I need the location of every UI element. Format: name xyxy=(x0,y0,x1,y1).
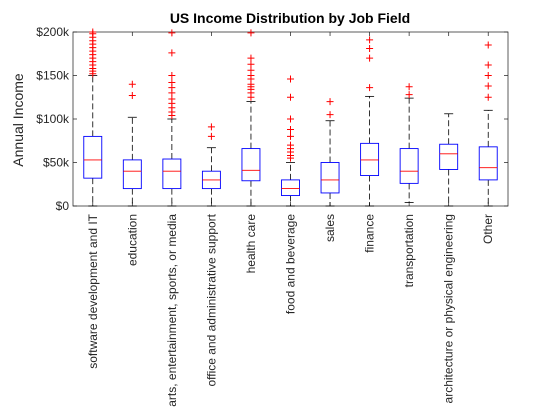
y-tick-label: $0 xyxy=(56,199,70,213)
iqr-box xyxy=(399,148,419,184)
outlier-point xyxy=(128,92,136,100)
y-tick-label: $100k xyxy=(36,112,70,126)
y-axis-label: Annual Income xyxy=(10,73,26,167)
outlier-point xyxy=(287,75,294,83)
outlier-point xyxy=(366,84,374,92)
box-5: health care xyxy=(241,29,261,274)
iqr-box xyxy=(281,179,300,197)
box-1: software development and IT xyxy=(83,28,103,369)
outlier-point xyxy=(128,80,136,88)
y-tick-label: $150k xyxy=(36,69,70,83)
outlier-point xyxy=(207,132,215,140)
outlier-point xyxy=(287,141,294,149)
x-tick-label: office and administrative support xyxy=(204,213,218,386)
box-2: education xyxy=(122,32,142,266)
x-tick-label: health care xyxy=(244,214,258,274)
outlier-point xyxy=(484,82,492,90)
outlier-point xyxy=(168,78,176,86)
box-10: architecture or physical engineering xyxy=(439,32,459,403)
x-tick-label: education xyxy=(125,214,139,266)
outlier-point xyxy=(405,91,413,99)
box-8: finance xyxy=(360,32,380,253)
outlier-point xyxy=(287,125,294,133)
x-tick-label: Other xyxy=(481,214,495,244)
outlier-point xyxy=(484,61,492,69)
outlier-point xyxy=(326,98,334,106)
outlier-point xyxy=(366,36,374,44)
y-tick-label: $50k xyxy=(43,156,70,170)
outlier-point xyxy=(207,123,215,131)
outlier-point xyxy=(287,132,294,140)
iqr-box xyxy=(162,158,182,190)
outlier-point xyxy=(287,93,294,101)
x-tick-label: finance xyxy=(363,214,377,253)
outlier-point xyxy=(247,54,255,62)
outlier-point xyxy=(326,111,334,119)
x-tick-label: software development and IT xyxy=(86,213,100,368)
iqr-box xyxy=(83,135,103,179)
outlier-point xyxy=(405,83,413,91)
box-4: office and administrative support xyxy=(201,32,221,387)
outlier-point xyxy=(89,28,97,36)
y-tick-label: $200k xyxy=(36,25,70,39)
x-tick-label: transportation xyxy=(402,214,416,287)
plot-area: $0 $50k $100k $150k $200k software developmen… xyxy=(36,25,509,407)
box-11: Other xyxy=(478,32,498,244)
box-7: sales xyxy=(320,32,340,242)
outlier-point xyxy=(484,41,492,49)
outlier-point xyxy=(287,115,294,123)
box-3: arts, entertainment, sports, or media xyxy=(162,29,182,407)
iqr-box xyxy=(320,162,340,194)
iqr-box xyxy=(439,143,459,170)
outlier-point xyxy=(168,72,176,79)
outlier-point xyxy=(484,93,492,101)
outlier-point xyxy=(247,29,255,37)
outlier-point xyxy=(366,45,374,53)
outlier-point xyxy=(247,66,255,74)
x-tick-label: food and beverage xyxy=(284,214,298,314)
x-tick-label: arts, entertainment, sports, or media xyxy=(165,214,179,407)
outlier-point xyxy=(484,72,492,79)
x-tick-label: architecture or physical engineering xyxy=(442,214,456,403)
outlier-point xyxy=(168,29,176,37)
box-6: food and beverage xyxy=(281,32,300,314)
outlier-point xyxy=(247,60,255,68)
outlier-point xyxy=(168,95,176,103)
iqr-box xyxy=(478,146,498,181)
chart-title: US Income Distribution by Job Field xyxy=(170,10,410,26)
box-9: transportation xyxy=(399,32,419,287)
outlier-point xyxy=(168,49,176,57)
iqr-box xyxy=(122,159,142,190)
outlier-point xyxy=(366,54,374,62)
iqr-box xyxy=(241,148,261,182)
x-tick-label: sales xyxy=(323,214,337,242)
